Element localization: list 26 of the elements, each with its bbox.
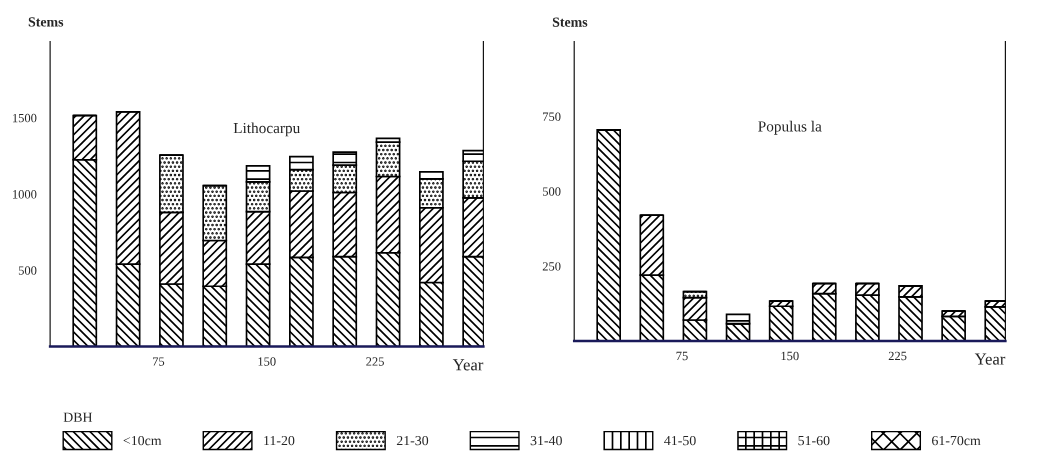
x-tick-label: 150 xyxy=(781,351,799,361)
legend-title: DBH xyxy=(63,412,93,422)
x-tick-label: 150 xyxy=(258,357,276,366)
y-tick-label: 500 xyxy=(542,187,561,196)
x-tick-label: 225 xyxy=(888,351,907,361)
x-tick-label: 75 xyxy=(153,357,165,366)
y-tick-label: 1000 xyxy=(13,190,37,199)
x-axis-title: Year xyxy=(974,353,1006,365)
x-axis-title: Year xyxy=(452,359,484,371)
legend-label: <10cm xyxy=(123,435,162,446)
legend-label: 31-40 xyxy=(530,435,562,446)
x-tick-label: 75 xyxy=(676,351,688,361)
text: Populus la xyxy=(758,120,822,135)
text: 61-70cm xyxy=(932,435,981,446)
legend-label: 11-20 xyxy=(264,435,295,446)
text: 51-60 xyxy=(798,435,830,446)
y-tick-label: 250 xyxy=(542,262,561,271)
y-axis-title: Stems xyxy=(552,17,588,27)
y-axis-title: Stems xyxy=(28,17,64,27)
x-tick-label: 225 xyxy=(366,357,384,366)
y-tick-label: 750 xyxy=(543,112,561,121)
text: Lithocarpu xyxy=(233,122,300,137)
legend-label: 21-30 xyxy=(396,435,429,446)
y-tick-label: 1500 xyxy=(13,113,37,123)
y-tick-label: 500 xyxy=(18,266,37,275)
text: 41-50 xyxy=(664,435,696,446)
